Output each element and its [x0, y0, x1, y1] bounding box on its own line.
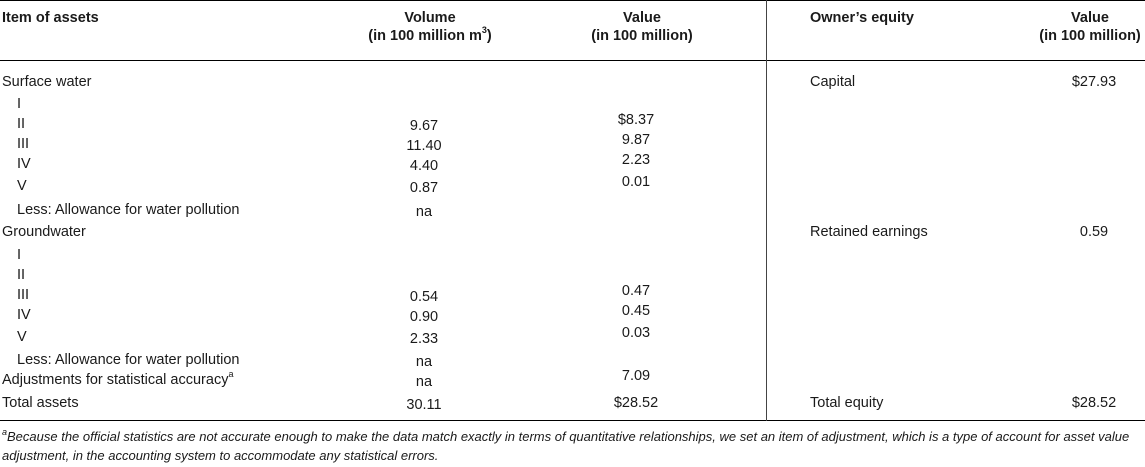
equity-row-label: Capital: [810, 74, 856, 90]
asset-row-label: V: [17, 178, 27, 194]
asset-row-label: III: [17, 136, 30, 152]
asset-row-volume: 2.33: [409, 331, 439, 347]
asset-row-value: 0.03: [621, 325, 651, 341]
column-divider: [766, 0, 767, 421]
header-rule: [0, 60, 1145, 61]
asset-row-volume: na: [415, 374, 433, 390]
asset-row-volume: na: [415, 354, 433, 370]
asset-row-volume: 11.40: [406, 138, 442, 154]
asset-row-volume: 4.40: [409, 158, 439, 174]
asset-row-value: 0.01: [621, 174, 651, 190]
asset-row-label: I: [17, 247, 22, 263]
asset-row-value: 9.87: [621, 132, 651, 148]
asset-row-value: $28.52: [613, 395, 659, 411]
asset-row-value: $8.37: [617, 112, 655, 128]
header-value: Value (in 100 million): [591, 10, 693, 44]
bottom-rule: [0, 420, 1145, 421]
asset-row-volume: 0.87: [409, 180, 439, 196]
asset-row-label: V: [17, 329, 27, 345]
equity-row-label: Total equity: [810, 395, 884, 411]
header-item-of-assets: Item of assets: [2, 10, 99, 26]
footnote: aBecause the official statistics are not…: [2, 427, 1132, 465]
asset-row-label: Less: Allowance for water pollution: [17, 352, 240, 368]
equity-row-value: 0.59: [1079, 224, 1109, 240]
equity-row-value: $28.52: [1071, 395, 1117, 411]
footnote-marker: a: [2, 426, 8, 437]
asset-row-label: Groundwater: [2, 224, 86, 240]
footnote-text: Because the official statistics are not …: [2, 429, 1130, 463]
top-rule: [0, 0, 1145, 1]
asset-row-label: Less: Allowance for water pollution: [17, 202, 240, 218]
header-volume: Volume (in 100 million m3): [368, 10, 492, 44]
asset-row-value: 0.47: [621, 283, 651, 299]
asset-row-value: 2.23: [621, 152, 651, 168]
asset-row-value: 7.09: [621, 368, 651, 384]
asset-row-volume: 30.11: [406, 397, 442, 413]
equity-row-label: Retained earnings: [810, 224, 928, 240]
asset-row-label: II: [17, 267, 26, 283]
asset-row-label: Total assets: [2, 395, 79, 411]
asset-row-volume: 0.54: [409, 289, 439, 305]
asset-row-label: Adjustments for statistical accuracya: [2, 369, 234, 388]
asset-row-label: IV: [17, 307, 31, 323]
asset-row-volume: na: [415, 204, 433, 220]
header-equity-value: Value (in 100 million): [1039, 10, 1141, 44]
equity-row-value: $27.93: [1071, 74, 1117, 90]
asset-row-label: Surface water: [2, 74, 92, 90]
asset-row-label-sup: a: [228, 369, 234, 380]
header-owners-equity: Owner’s equity: [810, 10, 914, 26]
asset-row-volume: 0.90: [409, 309, 439, 325]
asset-row-label: IV: [17, 156, 31, 172]
asset-row-label: II: [17, 116, 26, 132]
asset-row-volume: 9.67: [409, 118, 439, 134]
asset-row-label: III: [17, 287, 30, 303]
asset-row-value: 0.45: [621, 303, 651, 319]
asset-row-label: I: [17, 96, 22, 112]
